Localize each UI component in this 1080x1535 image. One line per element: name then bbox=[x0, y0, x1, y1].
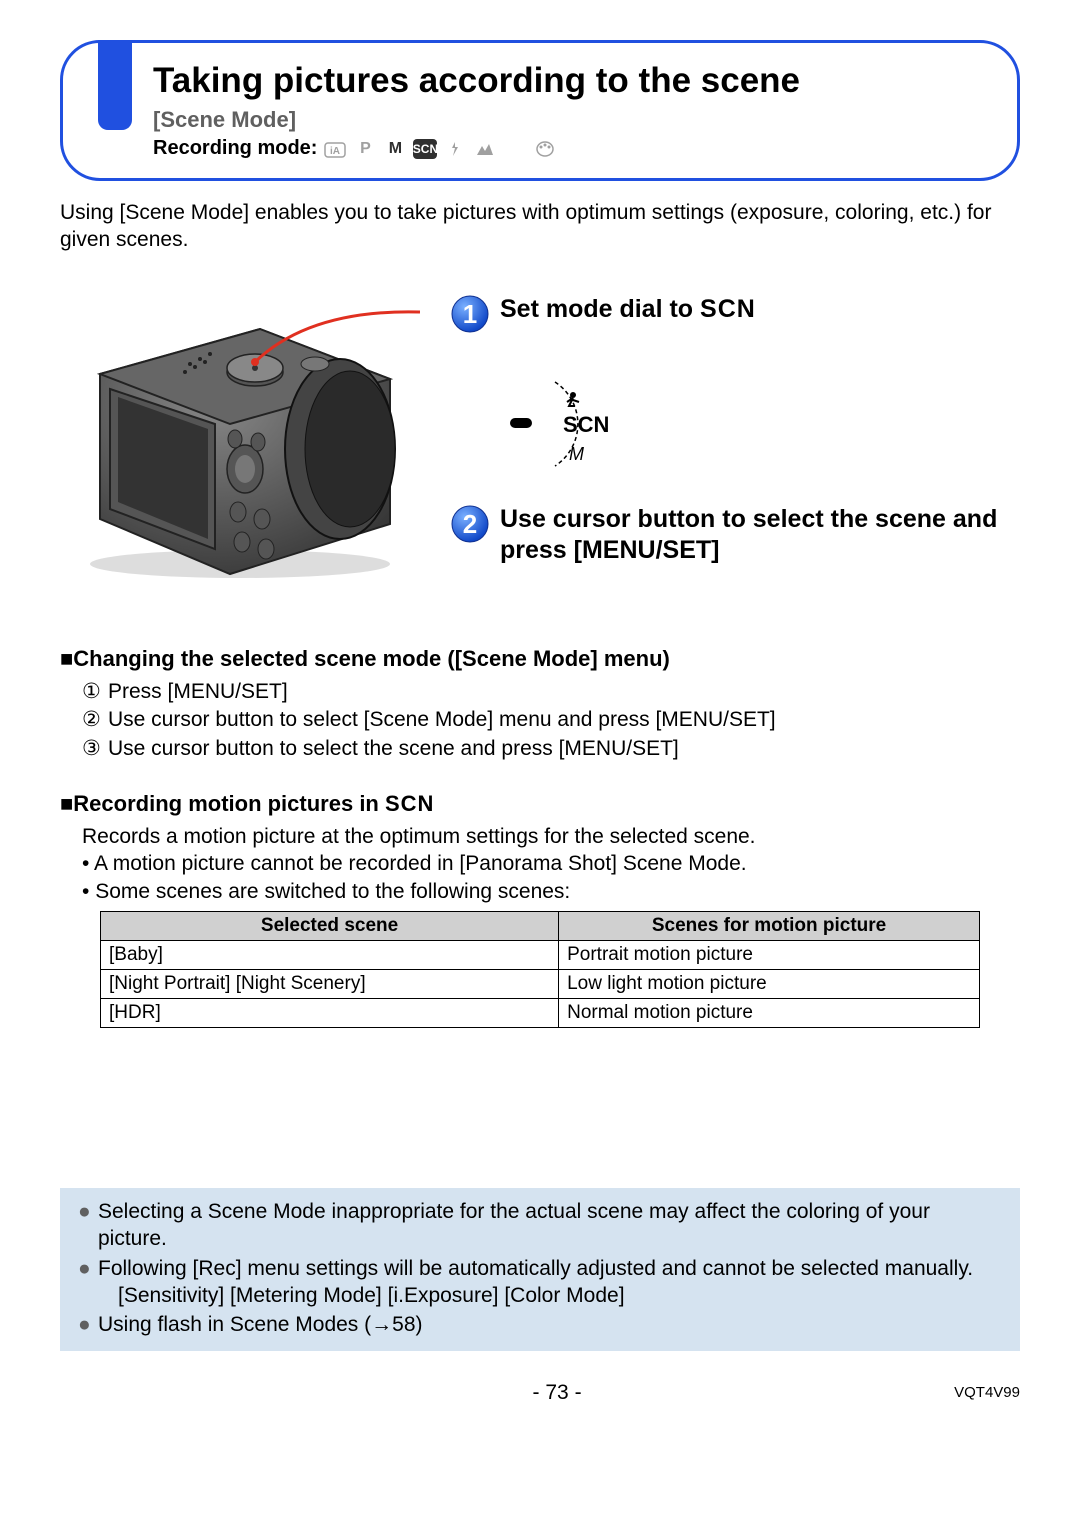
intro-text: Using [Scene Mode] enables you to take p… bbox=[60, 199, 1020, 254]
list-item-text: Press [MENU/SET] bbox=[108, 678, 288, 706]
list-item: ②Use cursor button to select [Scene Mode… bbox=[82, 706, 1020, 734]
step-1-scn: SCN bbox=[700, 295, 756, 323]
title-block: Taking pictures according to the scene [… bbox=[60, 40, 1020, 181]
list-item-text: Use cursor button to select the scene an… bbox=[108, 735, 679, 763]
table-cell: [HDR] bbox=[101, 999, 559, 1028]
table-row: [HDR] Normal motion picture bbox=[101, 999, 980, 1028]
table-cell: [Baby] bbox=[101, 941, 559, 970]
svg-text:2: 2 bbox=[463, 509, 477, 539]
page-number: - 73 - bbox=[160, 1381, 954, 1405]
recording-mode-label: Recording mode: bbox=[153, 137, 317, 160]
table-header: Selected scene bbox=[101, 912, 559, 941]
note-item: ● Following [Rec] menu settings will be … bbox=[78, 1255, 1002, 1310]
note-text: Selecting a Scene Mode inappropriate for… bbox=[98, 1198, 1002, 1253]
section-1-list: ①Press [MENU/SET] ②Use cursor button to … bbox=[82, 678, 1020, 763]
mode-ia-icon: iA bbox=[323, 139, 347, 159]
table-cell: Low light motion picture bbox=[559, 970, 980, 999]
list-item: ①Press [MENU/SET] bbox=[82, 678, 1020, 706]
table-cell: Portrait motion picture bbox=[559, 941, 980, 970]
step-1: 1 Set mode dial to SCN bbox=[450, 294, 1020, 334]
scene-table: Selected scene Scenes for motion picture… bbox=[100, 911, 980, 1028]
section-2-prefix: Recording motion pictures in bbox=[73, 791, 385, 816]
note-text: Using flash in Scene Modes (→58) bbox=[98, 1311, 423, 1338]
mode-p-icon: P bbox=[353, 139, 377, 159]
subtitle: [Scene Mode] bbox=[153, 107, 987, 133]
mode-palette-icon bbox=[533, 139, 557, 159]
section-2-heading: ■Recording motion pictures in SCN bbox=[60, 791, 1020, 817]
step-1-prefix: Set mode dial to bbox=[500, 295, 700, 323]
mode-icons: iA P M SCN bbox=[323, 139, 557, 159]
step-1-text: Set mode dial to SCN bbox=[500, 294, 756, 334]
section-2-bullets: A motion picture cannot be recorded in [… bbox=[82, 850, 1020, 905]
section-2-scn: SCN bbox=[385, 791, 434, 816]
svg-text:1: 1 bbox=[463, 299, 477, 329]
section-1-heading: ■Changing the selected scene mode ([Scen… bbox=[60, 646, 1020, 672]
mode-night-icon bbox=[503, 139, 527, 159]
recording-mode-row: Recording mode: iA P M SCN bbox=[153, 137, 987, 160]
note-item: ● Selecting a Scene Mode inappropriate f… bbox=[78, 1198, 1002, 1253]
step-2: 2 Use cursor button to select the scene … bbox=[450, 504, 1020, 567]
step-1-badge-icon: 1 bbox=[450, 294, 490, 334]
camera-illustration bbox=[60, 294, 420, 584]
note-text: Following [Rec] menu settings will be au… bbox=[98, 1257, 973, 1280]
mode-m-icon: M bbox=[383, 139, 407, 159]
note-sub: [Sensitivity] [Metering Mode] [i.Exposur… bbox=[118, 1282, 973, 1309]
steps-right: 1 Set mode dial to SCN SCN M 2 Use curso… bbox=[450, 294, 1020, 597]
section-1-title: Changing the selected scene mode ([Scene… bbox=[73, 646, 670, 671]
table-cell: Normal motion picture bbox=[559, 999, 980, 1028]
svg-text:iA: iA bbox=[330, 146, 340, 157]
table-header: Scenes for motion picture bbox=[559, 912, 980, 941]
mode-sport-icon bbox=[443, 139, 467, 159]
section-2-body: Records a motion picture at the optimum … bbox=[82, 823, 1020, 850]
mode-scn-icon: SCN bbox=[413, 139, 437, 159]
note-item: ● Using flash in Scene Modes (→58) bbox=[78, 1311, 1002, 1338]
title-tab-accent bbox=[98, 40, 132, 130]
doc-id: VQT4V99 bbox=[954, 1384, 1020, 1401]
note-box: ● Selecting a Scene Mode inappropriate f… bbox=[60, 1188, 1020, 1350]
svg-text:M: M bbox=[569, 444, 584, 464]
bullet-item: Some scenes are switched to the followin… bbox=[82, 878, 1020, 905]
table-row: [Baby] Portrait motion picture bbox=[101, 941, 980, 970]
steps-area: 1 Set mode dial to SCN SCN M 2 Use curso… bbox=[60, 294, 1020, 597]
page-title: Taking pictures according to the scene bbox=[153, 61, 987, 101]
step-2-text: Use cursor button to select the scene an… bbox=[500, 504, 1020, 567]
list-item-text: Use cursor button to select [Scene Mode]… bbox=[108, 706, 776, 734]
step-2-badge-icon: 2 bbox=[450, 504, 490, 544]
list-item: ③Use cursor button to select the scene a… bbox=[82, 735, 1020, 763]
table-header-row: Selected scene Scenes for motion picture bbox=[101, 912, 980, 941]
scn-dial-illustration: SCN M bbox=[505, 374, 635, 474]
mode-mountain-icon bbox=[473, 139, 497, 159]
table-row: [Night Portrait] [Night Scenery] Low lig… bbox=[101, 970, 980, 999]
svg-text:SCN: SCN bbox=[563, 412, 609, 437]
bullet-item: A motion picture cannot be recorded in [… bbox=[82, 850, 1020, 877]
page-footer: - 73 - VQT4V99 bbox=[60, 1381, 1020, 1405]
table-cell: [Night Portrait] [Night Scenery] bbox=[101, 970, 559, 999]
